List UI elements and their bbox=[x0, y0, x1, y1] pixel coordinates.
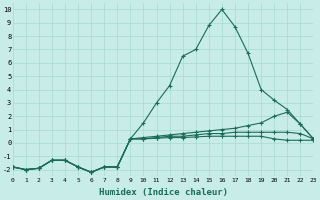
X-axis label: Humidex (Indice chaleur): Humidex (Indice chaleur) bbox=[99, 188, 228, 197]
